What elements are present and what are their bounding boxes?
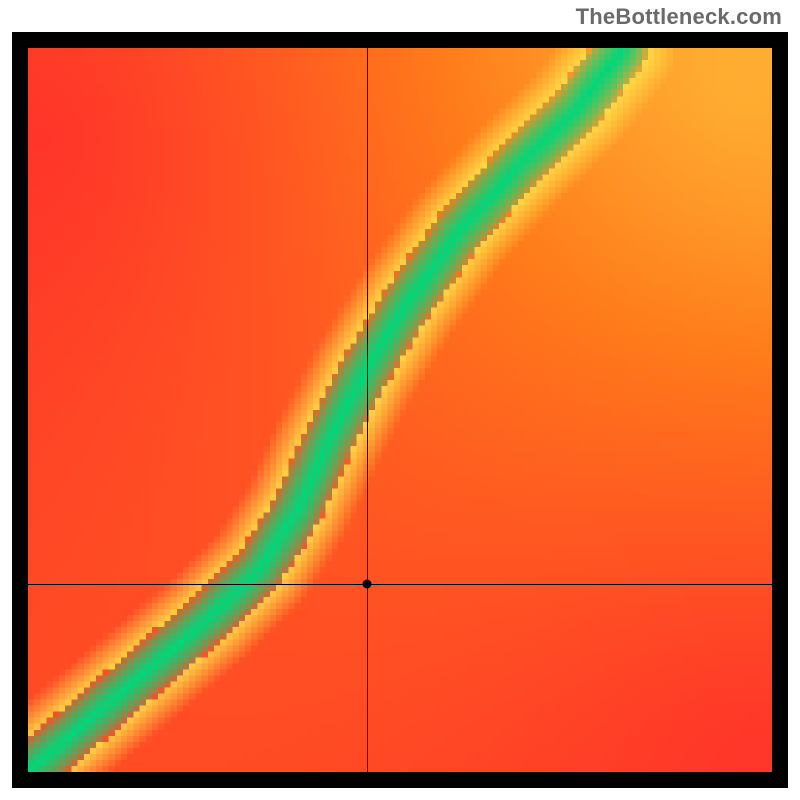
crosshair-vertical <box>367 48 368 772</box>
watermark-text: TheBottleneck.com <box>576 4 782 30</box>
crosshair-marker <box>362 579 371 588</box>
plot-outer-frame <box>12 32 788 788</box>
bottleneck-heatmap <box>28 48 772 772</box>
plot-inner-area <box>28 48 772 772</box>
crosshair-horizontal <box>28 584 772 585</box>
